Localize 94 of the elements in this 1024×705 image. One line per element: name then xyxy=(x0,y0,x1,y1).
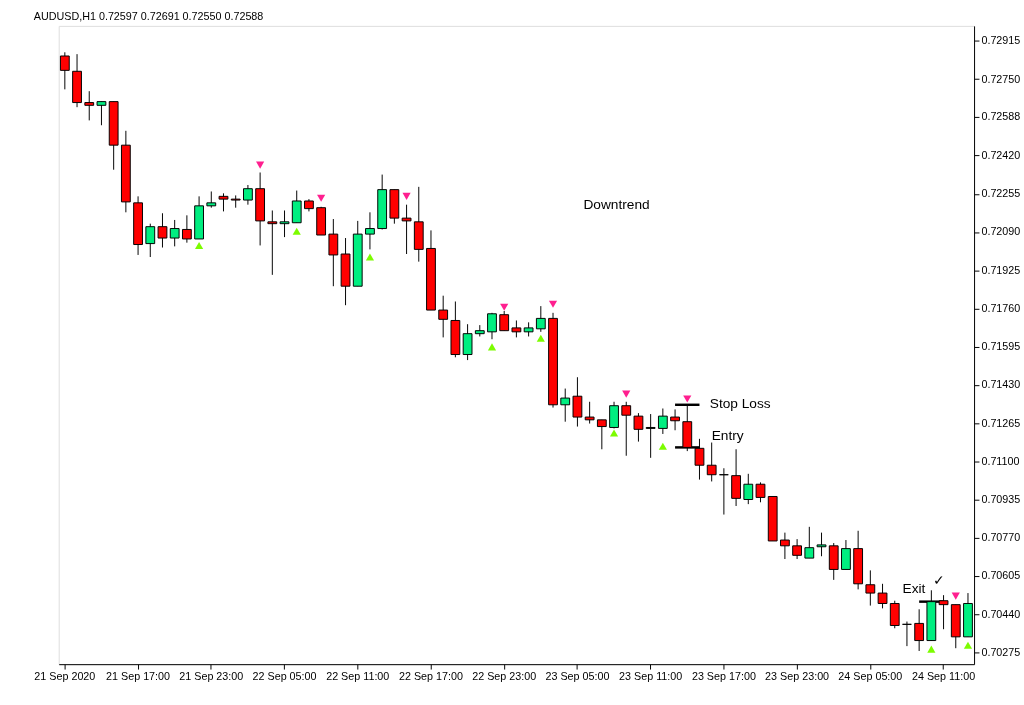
x-tick-label: 22 Sep 05:00 xyxy=(252,670,317,683)
x-tick-label: 22 Sep 17:00 xyxy=(398,670,463,683)
candlestick xyxy=(243,184,253,206)
y-tick-label: 0.70770 xyxy=(981,531,1021,544)
y-tick-label: 0.70275 xyxy=(981,645,1021,658)
candlestick xyxy=(609,401,619,429)
y-tick-label: 0.72915 xyxy=(981,34,1021,47)
candlestick xyxy=(59,51,70,90)
x-tick-label: 24 Sep 11:00 xyxy=(911,670,976,683)
candlestick xyxy=(670,408,680,431)
candlestick xyxy=(596,419,607,450)
point xyxy=(536,334,545,342)
point xyxy=(487,343,497,351)
y-tick-label: 0.72255 xyxy=(981,187,1021,200)
candlestick xyxy=(816,532,827,557)
x-tick-label: 23 Sep 17:00 xyxy=(691,670,756,683)
point xyxy=(683,395,692,403)
candlestick xyxy=(584,401,595,425)
y-tick-label: 0.72750 xyxy=(981,72,1021,85)
y-tick-label: 0.72420 xyxy=(981,149,1021,162)
point xyxy=(194,241,204,249)
point xyxy=(658,442,667,450)
x-tick-label: 22 Sep 11:00 xyxy=(326,670,390,683)
candlestick xyxy=(621,401,632,457)
x-tick-label: 23 Sep 05:00 xyxy=(545,670,610,683)
y-tick-label: 0.71760 xyxy=(981,301,1021,314)
candlestick xyxy=(462,323,473,361)
annotation: Exit xyxy=(902,580,926,596)
annotation: Stop Loss xyxy=(709,395,771,411)
candlestick xyxy=(706,442,717,482)
candlestick xyxy=(401,204,412,255)
point xyxy=(963,641,973,649)
point xyxy=(365,253,375,261)
candlestick xyxy=(645,413,656,459)
candlestick xyxy=(535,305,546,333)
candlestick xyxy=(499,310,510,332)
candlestick xyxy=(438,295,449,338)
point xyxy=(609,429,619,437)
candlestick xyxy=(267,209,278,276)
x-tick-label: 22 Sep 23:00 xyxy=(472,670,537,683)
candlestick xyxy=(279,209,290,238)
candlestick xyxy=(328,218,339,287)
candlestick xyxy=(96,101,107,126)
candlestick xyxy=(914,608,925,652)
candlestick xyxy=(181,214,192,244)
candlestick xyxy=(865,569,876,607)
candlestick xyxy=(780,532,790,560)
candlestick xyxy=(889,600,900,629)
x-tick-label: 24 Sep 05:00 xyxy=(838,670,903,683)
point xyxy=(292,227,301,235)
candlestick xyxy=(743,473,754,505)
point xyxy=(402,192,411,200)
y-tick-label: 0.71925 xyxy=(981,263,1021,276)
annotation: Entry xyxy=(711,427,744,443)
chart-title: AUDUSD,H1 0.72597 0.72691 0.72550 0.72588 xyxy=(33,10,264,23)
candlestick xyxy=(291,190,302,224)
y-tick-label: 0.71100 xyxy=(981,454,1020,467)
candlestick xyxy=(804,526,815,559)
y-tick-label: 0.71265 xyxy=(981,416,1021,429)
annotation: Downtrend xyxy=(583,196,650,212)
x-tick-label: 23 Sep 11:00 xyxy=(619,670,683,683)
point xyxy=(927,645,936,653)
candlestick xyxy=(365,211,375,250)
y-tick-label: 0.72090 xyxy=(981,225,1021,238)
candlestick xyxy=(841,539,851,570)
candlestick xyxy=(828,542,839,581)
candlestick xyxy=(572,376,583,428)
y-tick-label: 0.71595 xyxy=(981,340,1021,353)
y-tick-label: 0.70935 xyxy=(981,492,1021,505)
point xyxy=(500,303,509,311)
candlestick xyxy=(792,538,802,560)
y-tick-label: 0.71430 xyxy=(981,378,1021,391)
candlestick xyxy=(169,219,180,247)
y-tick-label: 0.70605 xyxy=(981,569,1021,582)
candlestick xyxy=(560,388,571,423)
x-tick-label: 21 Sep 23:00 xyxy=(179,670,244,683)
candlestick xyxy=(84,90,95,121)
point xyxy=(548,300,558,308)
candlestick xyxy=(633,412,644,443)
candlestick xyxy=(877,583,888,609)
candlestick xyxy=(145,223,156,258)
candlestick xyxy=(657,408,668,435)
y-tick-label: 0.70440 xyxy=(981,607,1021,620)
candlestick xyxy=(157,212,168,249)
candlestick xyxy=(731,448,741,507)
candlestick xyxy=(755,481,766,503)
x-tick-label: 21 Sep 2020 xyxy=(34,670,96,683)
x-tick-label: 21 Sep 17:00 xyxy=(106,670,171,683)
x-tick-label: 23 Sep 23:00 xyxy=(765,670,830,683)
candlestick xyxy=(218,192,229,212)
annotation: ✓ xyxy=(932,572,945,588)
candlestick xyxy=(487,312,497,340)
y-tick-label: 0.72588 xyxy=(981,110,1021,123)
point xyxy=(317,194,326,202)
